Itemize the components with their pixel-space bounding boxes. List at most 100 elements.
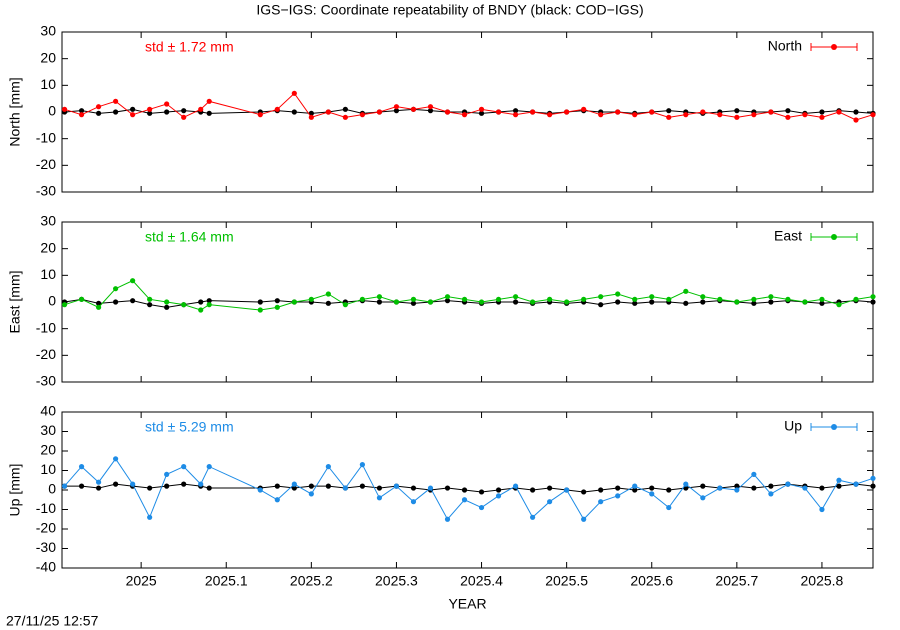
x-tick-label: 2025.8 xyxy=(801,573,844,589)
data-point xyxy=(393,299,400,305)
data-point xyxy=(853,117,859,123)
y-tick-label: 0 xyxy=(48,293,56,309)
data-point xyxy=(308,110,314,116)
data-point xyxy=(113,481,119,487)
data-point xyxy=(478,504,485,511)
legend-marker xyxy=(831,234,837,240)
data-point xyxy=(198,299,204,305)
legend-label: Up xyxy=(784,418,802,434)
data-point xyxy=(325,464,331,470)
data-point xyxy=(512,112,519,118)
data-point xyxy=(274,483,280,489)
timestamp: 27/11/25 12:57 xyxy=(6,613,99,629)
data-point xyxy=(683,300,689,306)
data-point xyxy=(547,112,553,118)
data-point xyxy=(530,109,536,115)
legend-marker xyxy=(831,44,837,50)
data-point xyxy=(427,299,434,305)
x-tick-label: 2025.6 xyxy=(630,573,673,589)
data-point xyxy=(853,109,859,115)
data-point xyxy=(870,294,876,300)
data-point xyxy=(181,481,187,487)
x-tick-label: 2025.2 xyxy=(290,573,333,589)
data-point xyxy=(734,483,740,489)
data-point xyxy=(700,299,706,305)
data-point xyxy=(376,294,383,300)
std-annotation: std ± 1.64 mm xyxy=(145,229,234,245)
data-point xyxy=(683,288,689,294)
data-point xyxy=(649,294,655,300)
x-tick-label: 2025.4 xyxy=(460,573,503,589)
x-tick-label: 2025.1 xyxy=(205,573,248,589)
data-point xyxy=(113,98,119,104)
data-point xyxy=(649,491,655,497)
data-point xyxy=(581,516,587,522)
data-point xyxy=(291,481,297,487)
y-tick-label: 0 xyxy=(48,481,56,497)
data-point xyxy=(410,296,417,302)
data-point xyxy=(598,487,604,493)
data-point xyxy=(291,485,297,491)
y-tick-label: 10 xyxy=(40,461,56,477)
data-point xyxy=(836,109,842,115)
data-point xyxy=(444,485,451,491)
y-axis-label: East [mm] xyxy=(7,270,23,333)
data-point xyxy=(147,514,153,520)
data-point xyxy=(734,487,740,493)
data-point xyxy=(95,110,102,116)
data-point xyxy=(257,299,263,305)
data-point xyxy=(342,485,348,491)
data-point xyxy=(870,475,876,481)
y-tick-label: 10 xyxy=(40,76,56,92)
data-point xyxy=(683,481,689,487)
data-point xyxy=(444,109,451,115)
data-point xyxy=(530,487,536,493)
data-point xyxy=(461,112,468,118)
data-point xyxy=(461,487,468,493)
data-point xyxy=(206,302,212,308)
y-tick-label: -30 xyxy=(36,539,56,555)
data-point xyxy=(530,299,536,305)
data-point xyxy=(802,485,808,491)
y-axis-label: North [mm] xyxy=(7,77,23,146)
data-point xyxy=(751,112,757,118)
data-point xyxy=(819,300,825,306)
data-point xyxy=(581,106,587,112)
data-point xyxy=(444,298,451,304)
data-point xyxy=(666,108,672,114)
data-point xyxy=(666,114,672,120)
data-point xyxy=(734,114,740,120)
data-point xyxy=(444,294,451,300)
data-point xyxy=(308,296,314,302)
data-point xyxy=(206,464,212,470)
x-tick-label: 2025.5 xyxy=(545,573,588,589)
data-point xyxy=(598,112,604,118)
data-point xyxy=(461,296,468,302)
data-point xyxy=(376,485,383,491)
data-point xyxy=(717,485,723,491)
data-point xyxy=(61,106,68,112)
data-point xyxy=(444,516,451,522)
data-point xyxy=(495,296,502,302)
data-point xyxy=(478,110,485,116)
y-tick-label: -10 xyxy=(36,319,56,335)
data-point xyxy=(113,109,119,115)
data-point xyxy=(410,106,417,112)
data-point xyxy=(95,300,102,306)
y-tick-label: -20 xyxy=(36,520,56,536)
data-point xyxy=(427,108,434,114)
y-tick-label: -30 xyxy=(36,373,56,389)
data-point xyxy=(768,294,774,300)
data-point xyxy=(198,106,204,112)
data-point xyxy=(78,464,85,470)
x-tick-label: 2025.3 xyxy=(375,573,418,589)
x-axis-label: YEAR xyxy=(448,596,486,612)
data-point xyxy=(78,296,85,302)
data-point xyxy=(291,299,297,305)
data-point xyxy=(78,112,85,118)
data-point xyxy=(802,299,808,305)
data-point xyxy=(734,299,740,305)
data-point xyxy=(198,307,204,313)
y-tick-label: 40 xyxy=(40,403,56,419)
data-point xyxy=(853,296,859,302)
